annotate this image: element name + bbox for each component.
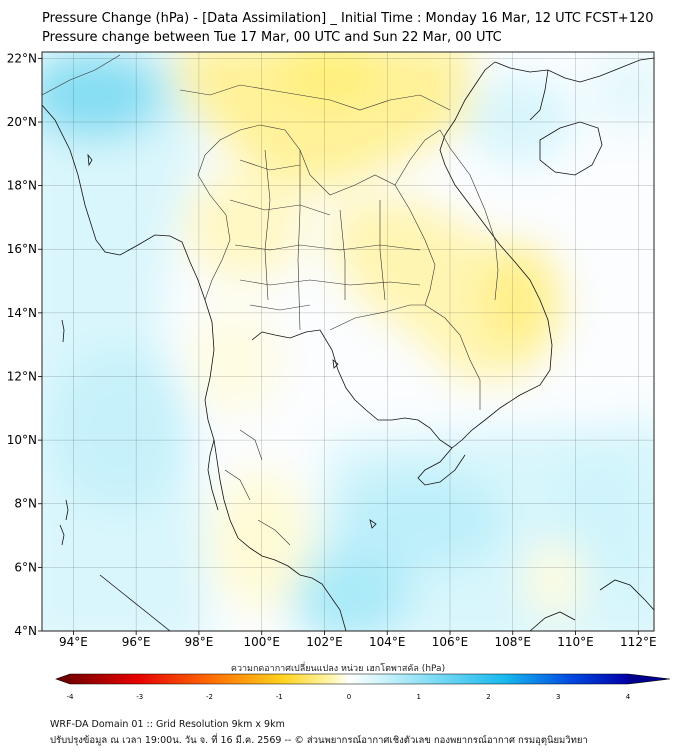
colorbar-tick-label: 0 bbox=[347, 693, 351, 701]
lat-tick-label: 12°N bbox=[7, 369, 37, 383]
lat-tick-label: 18°N bbox=[7, 179, 37, 193]
colorbar-tick-label: -3 bbox=[136, 693, 143, 701]
colorbar: -4 -3 -2 -1 0 1 2 3 4 bbox=[55, 673, 671, 701]
lat-tick-label: 4°N bbox=[14, 624, 37, 638]
lat-tick-label: 6°N bbox=[14, 560, 37, 574]
lon-tick-label: 106°E bbox=[432, 635, 469, 649]
graticule bbox=[42, 52, 654, 632]
admin-borders bbox=[42, 54, 499, 546]
lat-tick-label: 22°N bbox=[7, 51, 37, 65]
lon-tick-label: 96°E bbox=[122, 635, 151, 649]
colorbar-tick-label: -4 bbox=[67, 693, 75, 701]
lon-tick-label: 104°E bbox=[369, 635, 406, 649]
lat-tick-label: 14°N bbox=[7, 306, 37, 320]
lon-tick-label: 100°E bbox=[243, 635, 280, 649]
lat-tick-label: 10°N bbox=[7, 433, 37, 447]
lon-tick-label: 110°E bbox=[557, 635, 594, 649]
map-frame bbox=[41, 51, 655, 632]
colorbar-tick-label: -2 bbox=[206, 693, 213, 701]
lon-tick-label: 112°E bbox=[620, 635, 657, 649]
colorbar-tick-label: 3 bbox=[556, 693, 560, 701]
lon-tick-label: 94°E bbox=[59, 635, 88, 649]
longitude-axis: 94°E 96°E 98°E 100°E 102°E 104°E 106°E 108°E 110… bbox=[59, 631, 657, 649]
colorbar-tick-label: -1 bbox=[276, 693, 283, 701]
map-subtitle: Pressure change between Tue 17 Mar, 00 U… bbox=[42, 30, 502, 45]
lon-tick-label: 102°E bbox=[306, 635, 343, 649]
coastlines bbox=[42, 57, 654, 631]
footer-model-info: WRF-DA Domain 01 :: Grid Resolution 9km … bbox=[50, 719, 285, 730]
footer-credit: ปรับปรุงข้อมูล ณ เวลา 19:00น. วัน จ. ที่… bbox=[50, 735, 588, 746]
lat-tick-label: 16°N bbox=[7, 242, 37, 256]
latitude-axis: 22°N 20°N 18°N 16°N 14°N 12°N 10°N 8°N 6°N 4°N bbox=[7, 51, 42, 638]
colorbar-tick-label: 2 bbox=[486, 693, 490, 701]
lon-tick-label: 108°E bbox=[495, 635, 532, 649]
colorbar-label: ความกดอากาศเปลี่ยนแปลง หน่วย เฮกโตพาสคัล… bbox=[230, 664, 446, 674]
lon-tick-label: 98°E bbox=[184, 635, 213, 649]
pressure-field bbox=[42, 52, 654, 631]
lat-tick-label: 8°N bbox=[14, 497, 37, 511]
lat-tick-label: 20°N bbox=[7, 115, 37, 129]
colorbar-tick-label: 4 bbox=[626, 693, 631, 701]
map-title: Pressure Change (hPa) - [Data Assimilati… bbox=[42, 11, 654, 26]
colorbar-tick-label: 1 bbox=[417, 693, 421, 701]
